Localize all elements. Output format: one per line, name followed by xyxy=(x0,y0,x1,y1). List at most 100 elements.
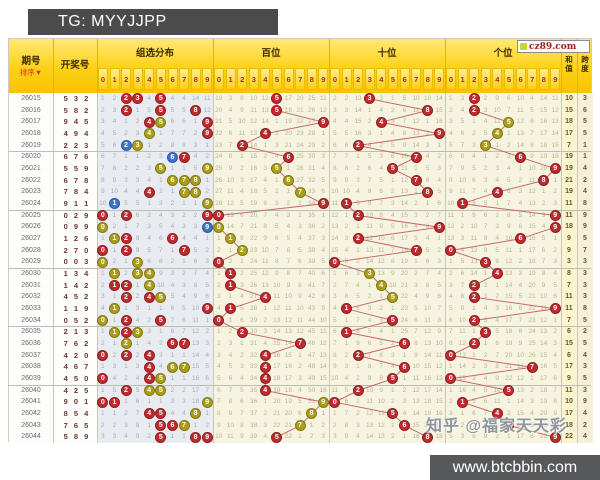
miss-count: 1 xyxy=(448,95,453,102)
cz89-logo: cz89.com xyxy=(517,40,590,53)
miss-count: 1 xyxy=(263,305,267,312)
miss-count: 7 xyxy=(553,386,557,394)
miss-count: 8 xyxy=(390,258,395,266)
miss-count: 7 xyxy=(193,270,198,277)
miss-count: 9 xyxy=(344,176,349,184)
miss-count: 23 xyxy=(296,130,304,137)
sum-cell: 15 xyxy=(565,106,573,114)
sum-cell: 7 xyxy=(567,141,571,149)
miss-count: 12 xyxy=(249,118,258,126)
miss-count: 7 xyxy=(541,258,546,266)
miss-count: 14 xyxy=(191,95,200,102)
trend-ball-group: 0 xyxy=(97,210,109,221)
miss-count: 5 xyxy=(414,305,418,312)
miss-count: 3 xyxy=(460,433,465,441)
miss-count: 1 xyxy=(518,165,523,172)
miss-count: 16 xyxy=(458,386,466,394)
site-watermark-text: www.btcbbin.com xyxy=(452,459,578,476)
miss-count: 3 xyxy=(402,398,407,406)
miss-count: 10 xyxy=(400,153,408,161)
miss-count: 7 xyxy=(240,410,244,417)
miss-count: 6 xyxy=(506,188,511,196)
trend-ball-group: 5 xyxy=(155,373,167,385)
trend-ball-group: 8 xyxy=(190,186,202,198)
miss-count: 14 xyxy=(470,270,478,277)
miss-count: 3 xyxy=(124,421,128,429)
miss-count: 1 xyxy=(240,153,244,161)
draw-cell: 8 5 4 xyxy=(63,409,91,418)
miss-count: 15 xyxy=(551,141,559,149)
digit-header-units-5: 5 xyxy=(504,68,514,90)
miss-count: 2 xyxy=(100,106,105,114)
miss-count: 7 xyxy=(495,351,499,359)
miss-count: 1 xyxy=(402,433,407,441)
miss-count: 2 xyxy=(124,410,128,417)
miss-count: 4 xyxy=(460,246,465,254)
miss-count: 5 xyxy=(390,141,395,149)
miss-count: 40 xyxy=(307,270,316,277)
trend-ball-group: 2 xyxy=(120,315,132,326)
digit-header-units-6: 6 xyxy=(515,68,526,90)
miss-count: 10 xyxy=(273,281,281,289)
table-row: 26022 6 7 8 8 9 3 3 4 1 1 26 10 3 17 4 1 27 32 5 9 9 3 7 5 1 12 6… xyxy=(9,175,593,187)
sort-control[interactable]: 排序▼ xyxy=(19,68,43,77)
miss-count: 20 xyxy=(423,421,432,429)
period-cell: 26015 xyxy=(21,95,41,102)
trend-ball-tens: 0 xyxy=(329,396,341,408)
miss-count: 6 xyxy=(437,293,441,301)
miss-count: 6 xyxy=(332,141,337,149)
miss-count: 1 xyxy=(414,188,418,196)
trend-ball-group: 7 xyxy=(178,245,190,256)
period-cell: 26044 xyxy=(21,433,41,441)
miss-count: 8 xyxy=(472,433,476,441)
miss-count: 6 xyxy=(205,293,209,301)
miss-count: 21 xyxy=(284,421,292,429)
trend-ball-group: 2 xyxy=(120,93,132,105)
miss-count: 8 xyxy=(483,421,488,429)
miss-count: 8 xyxy=(216,410,221,417)
table-row: 26042 8 5 4 1 1 2 7 4 4 1 8 9 7 37 2 21 20 6 1 1 7 2 12 11 4 14 1… xyxy=(9,408,593,420)
digit-header-tens-9: 9 xyxy=(434,68,445,90)
miss-count: 2 xyxy=(483,165,488,172)
miss-count: 13 xyxy=(261,106,269,114)
miss-count: 8 xyxy=(344,421,349,429)
span-cell: 4 xyxy=(583,165,587,172)
table-row: 26036 7 6 2 2 1 1 4 2 13 3 2 3 1 31 4 15 14 46 12 7 1 9 6 5 2 8 1… xyxy=(9,338,593,350)
miss-count: 22 xyxy=(539,433,548,441)
miss-count: 2 xyxy=(112,223,117,231)
miss-count: 6 xyxy=(483,211,488,219)
trend-ball-units: 2 xyxy=(468,291,480,303)
miss-count: 21 xyxy=(284,141,292,149)
miss-count: 11 xyxy=(517,106,524,114)
miss-count: 3 xyxy=(541,211,546,219)
miss-count: 9 xyxy=(460,165,465,172)
miss-count: 1 xyxy=(344,211,349,219)
miss-count: 16 xyxy=(284,363,292,371)
miss-count: 1 xyxy=(147,305,151,312)
trend-ball-group: 8 xyxy=(190,105,202,116)
miss-count: 6 xyxy=(344,270,349,277)
digit-header-group-9: 9 xyxy=(202,68,213,90)
miss-count: 1 xyxy=(158,305,163,312)
sum-cell: 10 xyxy=(565,398,573,406)
miss-count: 14 xyxy=(191,351,200,359)
miss-count: 16 xyxy=(354,130,362,137)
miss-count: 13 xyxy=(319,351,327,359)
digit-header-group-1: 1 xyxy=(109,68,120,90)
miss-count: 37 xyxy=(307,235,316,242)
digit-header-tens-5: 5 xyxy=(388,68,398,90)
miss-count: 4 xyxy=(263,433,267,441)
draw-cell: 1 3 4 xyxy=(63,269,91,278)
miss-count: 3 xyxy=(356,176,360,184)
miss-count: 4 xyxy=(483,118,488,126)
miss-count: 22 xyxy=(249,235,258,242)
trend-ball-tens: 2 xyxy=(352,210,364,221)
trend-ball-hundreds: 9 xyxy=(317,116,329,128)
miss-count: 1 xyxy=(298,351,302,359)
digit-header-hundreds-1: 1 xyxy=(225,68,236,90)
miss-count: 15 xyxy=(435,106,443,114)
miss-count: 3 xyxy=(506,153,511,161)
trend-ball-group: 9 xyxy=(201,198,213,210)
trend-ball-group: 4 xyxy=(143,361,155,373)
miss-count: 9 xyxy=(332,363,337,371)
